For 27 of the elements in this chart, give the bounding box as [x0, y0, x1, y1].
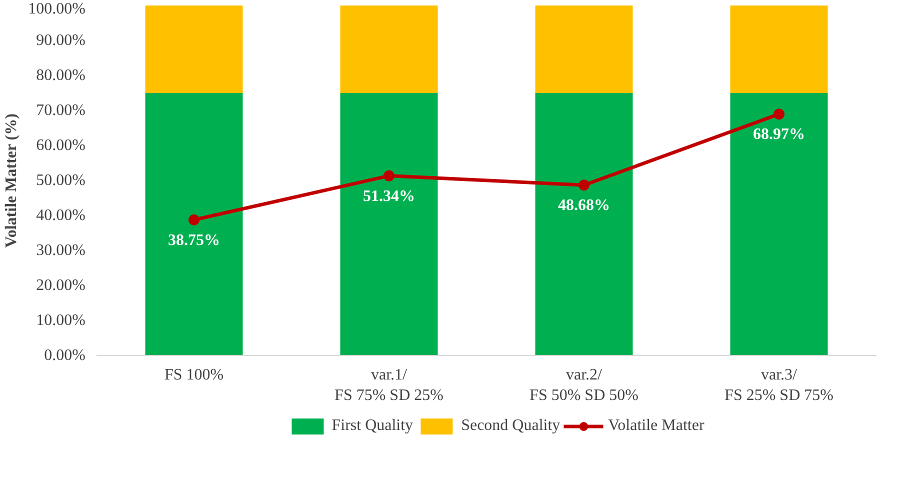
- legend-label: First Quality: [332, 417, 414, 435]
- x-tick-label: FS 100%: [164, 366, 224, 384]
- y-tick-label: 40.00%: [36, 207, 86, 224]
- x-tick-label: var.2/ FS 50% SD 50%: [530, 366, 638, 404]
- y-tick-label: 90.00%: [36, 32, 86, 49]
- point: [384, 170, 394, 182]
- legend-label: Volatile Matter: [608, 417, 704, 435]
- data-label: 48.68%: [558, 197, 610, 214]
- y-tick-label: 80.00%: [36, 67, 86, 84]
- x-tick-label: var.3/ FS 25% SD 75%: [724, 366, 834, 404]
- data-label: 68.97%: [753, 126, 805, 144]
- data-label: 51.34%: [363, 188, 415, 205]
- y-axis-title: Volatile Matter (%): [3, 114, 20, 248]
- x-tick-label: var.1/ FS 75% SD 25%: [334, 366, 444, 404]
- y-tick-label: 20.00%: [36, 277, 86, 294]
- y-tick-label: 50.00%: [36, 172, 86, 189]
- data-label: 38.75%: [168, 232, 220, 249]
- y-tick-label: 100.00%: [28, 0, 86, 18]
- legend-label: Second Quality: [461, 417, 560, 435]
- point: [774, 108, 784, 120]
- point: [188, 214, 200, 226]
- y-tick-label: 0.00%: [44, 347, 86, 364]
- y-tick-label: 70.00%: [36, 102, 86, 119]
- y-tick-label: 60.00%: [36, 137, 86, 154]
- y-tick-label: 10.00%: [36, 312, 86, 329]
- y-tick-label: 30.00%: [36, 242, 86, 259]
- point: [578, 180, 590, 191]
